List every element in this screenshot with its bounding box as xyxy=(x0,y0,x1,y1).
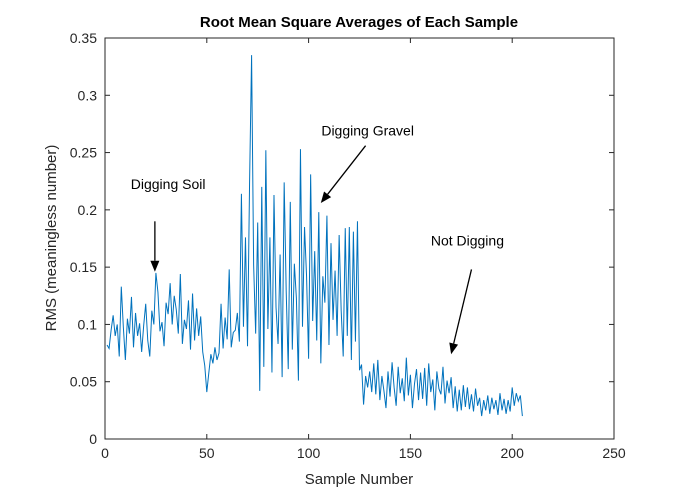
annotation-label: Not Digging xyxy=(431,232,504,248)
x-tick-label: 0 xyxy=(101,445,109,461)
x-tick-label: 50 xyxy=(199,445,215,461)
plot-area: 0 50 100 150 200 250 0 0.05 0.1 0.15 0.2 0.25 0.3 0.3… xyxy=(70,30,626,461)
chart-title: Root Mean Square Averages of Each Sample xyxy=(200,14,518,31)
annotation-label: Digging Gravel xyxy=(321,122,414,138)
x-tick-label: 100 xyxy=(297,445,321,461)
x-tick-label: 200 xyxy=(501,445,525,461)
y-tick-label: 0 xyxy=(89,431,97,447)
annotation-arrowhead xyxy=(449,342,459,355)
y-tick-label: 0.1 xyxy=(78,316,98,332)
y-tick-label: 0.3 xyxy=(78,87,98,103)
annotation-arrow xyxy=(453,269,473,344)
series-line-rms xyxy=(106,55,523,417)
annotation-arrowhead xyxy=(150,260,160,272)
axes-box xyxy=(104,37,615,440)
y-tick-label: 0.25 xyxy=(70,145,97,161)
y-tick-label: 0.05 xyxy=(70,374,97,390)
x-tick-label: 150 xyxy=(399,445,423,461)
x-tick-label: 250 xyxy=(602,445,626,461)
annotation-label: Digging Soil xyxy=(131,176,206,192)
y-tick-label: 0.35 xyxy=(70,30,97,46)
y-tick-label: 0.15 xyxy=(70,259,97,275)
y-axis-label: RMS (meaningless number) xyxy=(43,145,60,332)
annotation-arrow xyxy=(327,145,367,195)
x-axis-label: Sample Number xyxy=(305,471,413,488)
annotation-arrowhead xyxy=(320,191,332,203)
y-tick-label: 0.2 xyxy=(78,202,98,218)
